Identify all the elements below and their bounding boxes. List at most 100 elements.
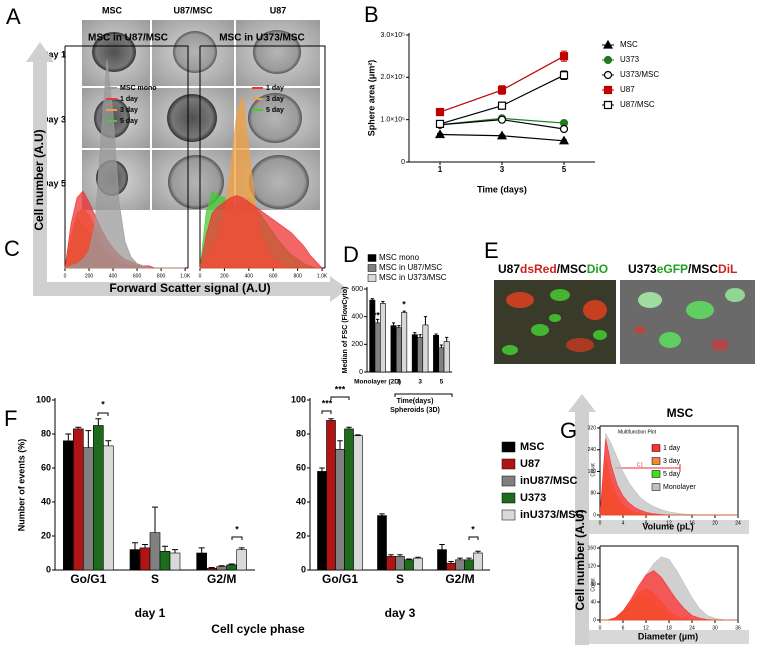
axis-arrow	[26, 42, 54, 296]
y-tick-label: 80	[590, 491, 596, 497]
y-tick-label: 80	[41, 428, 51, 438]
y-tick-label: 3.0×10⁵	[380, 32, 405, 39]
point	[559, 124, 569, 134]
column-label: U87/MSC	[173, 5, 213, 15]
legend-swatch	[651, 470, 661, 478]
x-tick-label: 1.0K	[180, 273, 191, 279]
legend-swatch	[501, 509, 516, 521]
error-bar	[397, 325, 401, 328]
error-bar	[162, 545, 168, 552]
point	[497, 101, 507, 110]
annotation: ***	[373, 310, 384, 320]
title-part: eGFP	[657, 262, 688, 276]
y-tick-label: 20	[41, 530, 51, 540]
bar	[73, 428, 84, 571]
legend-swatch	[367, 264, 377, 272]
bar	[379, 303, 386, 373]
y-axis-label: Median of FSC (FlowCyto)	[342, 287, 349, 374]
error-bar	[439, 344, 443, 348]
legend-swatch	[651, 483, 661, 491]
y-tick-label: 40	[296, 496, 306, 506]
bar	[369, 299, 376, 373]
legend-marker	[603, 55, 613, 65]
y-tick-label: 0	[593, 512, 596, 518]
bar	[216, 566, 227, 571]
x-tick-label: 5	[562, 165, 567, 174]
chart-subtitle: Multifunction Plot	[618, 429, 657, 435]
x-axis-label: Time(days)	[397, 398, 434, 405]
y-tick-label: 0	[593, 617, 596, 623]
legend-marker	[603, 100, 613, 110]
y-tick-label: 1.0×10⁵	[380, 117, 405, 124]
x-tick-label: 800	[293, 273, 302, 279]
gate-marker	[615, 464, 681, 472]
annotation: C1	[637, 462, 644, 468]
legend-swatch	[651, 444, 661, 452]
x-tick-label: 0	[64, 273, 67, 279]
area	[64, 58, 186, 269]
legend-label: U87	[620, 85, 635, 94]
bar	[196, 552, 207, 571]
y-tick-label: 80	[296, 428, 306, 438]
chart-title: MSC	[667, 406, 694, 420]
axis-band	[589, 520, 749, 534]
y-axis-label: Number of events (%)	[16, 439, 26, 532]
panel-letter: F	[4, 406, 17, 431]
panel-letter: A	[6, 4, 21, 29]
legend-label: Monolayer	[663, 484, 696, 491]
panel-letter: E	[484, 238, 499, 263]
error-bar	[65, 433, 72, 441]
annotation: *	[101, 399, 105, 409]
x-axis-label: Volume (pL)	[642, 521, 693, 531]
image-title: U87dsRed/MSCDiO	[498, 262, 608, 276]
y-tick-label: 400	[351, 314, 363, 321]
area	[599, 438, 738, 516]
x-tick-label: 400	[109, 273, 118, 279]
bar	[159, 550, 171, 571]
y-axis-label: Count	[590, 578, 596, 592]
y-tick-label: 0	[359, 369, 363, 376]
bar	[443, 341, 450, 373]
point	[497, 115, 507, 124]
x-tick-label: 0	[199, 273, 202, 279]
significance-bracket	[231, 536, 243, 540]
x-tick-label: 5	[440, 379, 444, 386]
y-tick-label: 0	[301, 564, 306, 574]
bar	[413, 557, 423, 571]
panel-letter: B	[364, 2, 379, 27]
spheroid	[249, 155, 309, 209]
y-tick-label: 100	[36, 394, 51, 404]
bar	[326, 420, 336, 571]
spheroid	[248, 93, 302, 143]
legend-label: 3 day	[120, 107, 138, 114]
error-bar	[337, 440, 343, 450]
frame	[600, 545, 739, 620]
title-part: U373	[628, 262, 657, 276]
bar	[464, 559, 474, 571]
legend-label: MSC mono	[120, 85, 157, 92]
x-tick-label: 4	[622, 520, 625, 526]
x-axis-label: Spheroids (3D)	[390, 407, 440, 414]
bar	[395, 327, 402, 373]
x-tick-label: 1.0K	[317, 273, 328, 279]
spheroid	[92, 32, 136, 72]
y-tick-label: 60	[41, 462, 51, 472]
legend-label: MSC in U373/MSC	[379, 273, 447, 282]
y-axis-label: Count	[590, 463, 596, 477]
bar	[169, 552, 181, 571]
x-tick-label: 12	[666, 520, 672, 526]
x-tick-label: S	[151, 572, 159, 586]
axis-band	[589, 630, 749, 644]
bar	[377, 515, 387, 571]
y-tick-label: 2.0×10⁵	[380, 74, 405, 81]
bar	[63, 440, 74, 571]
error-bar	[413, 332, 417, 335]
fluorescence	[634, 288, 745, 351]
bar	[149, 532, 161, 571]
error-bar	[132, 542, 138, 550]
row-label: Day 3	[42, 114, 66, 124]
x-tick-label: 3	[418, 379, 422, 386]
bar	[206, 567, 217, 571]
significance-bracket	[330, 396, 350, 400]
axis-arrow	[33, 276, 348, 302]
